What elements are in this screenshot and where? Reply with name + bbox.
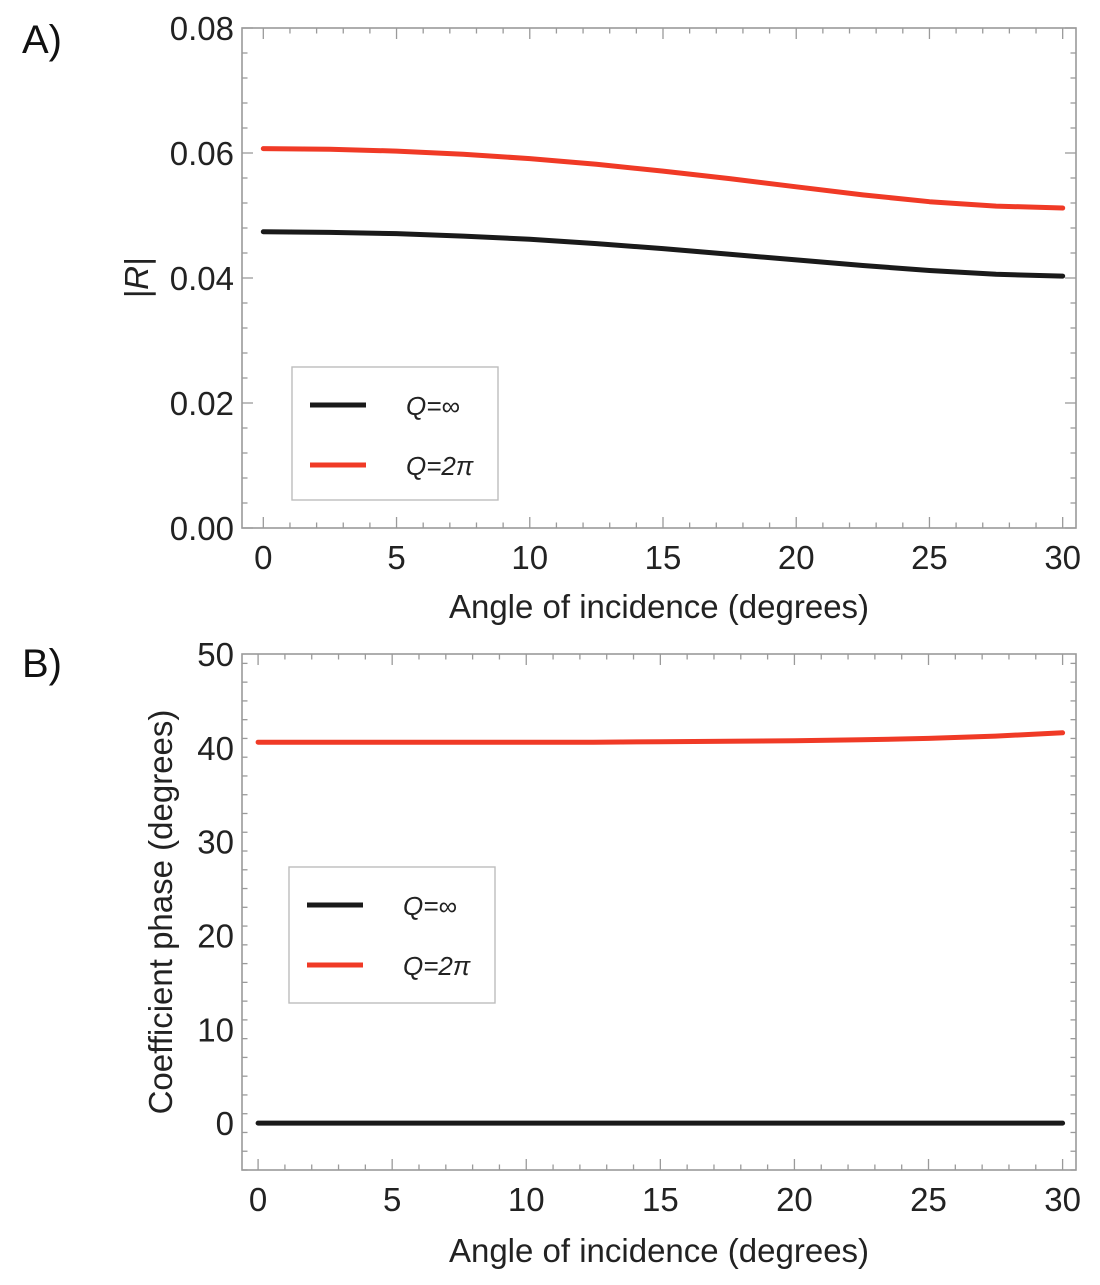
y-tick-label: 40 <box>197 730 234 767</box>
x-tick-label: 10 <box>511 539 548 576</box>
legend-entry-label: Q=2π <box>403 951 471 981</box>
x-axis-label: Angle of incidence (degrees) <box>449 1232 869 1269</box>
x-tick-label: 25 <box>910 1181 947 1218</box>
y-tick-label: 0.04 <box>170 260 234 297</box>
x-tick-label: 20 <box>776 1181 813 1218</box>
legend-box <box>288 866 496 1004</box>
legend: Q=∞ Q=2π <box>288 866 496 1004</box>
y-tick-label: 50 <box>197 636 234 673</box>
legend: Q=∞ Q=2π <box>291 366 499 501</box>
series-line-q-2pi <box>260 146 1066 211</box>
y-tick-label: 0.00 <box>170 510 234 547</box>
legend-entry-label: Q=∞ <box>403 891 457 921</box>
x-tick-label: 0 <box>249 1181 267 1218</box>
x-tick-label: 15 <box>642 1181 679 1218</box>
x-tick-label: 30 <box>1044 1181 1081 1218</box>
x-tick-label: 10 <box>508 1181 545 1218</box>
legend-entry-label: Q=2π <box>406 451 474 481</box>
x-axis-label: Angle of incidence (degrees) <box>449 588 869 625</box>
y-tick-label: 0.02 <box>170 385 234 422</box>
y-tick-label: 10 <box>197 1011 234 1048</box>
series-line-q-infinity <box>260 229 1066 279</box>
series-line-q-2pi <box>255 730 1066 745</box>
x-tick-label: 15 <box>645 539 682 576</box>
chart-panel-a: 0 5 10 15 20 25 30 0.00 0.02 0.04 0.06 0.08 Angle of… <box>118 10 1081 625</box>
x-tick-label: 25 <box>911 539 948 576</box>
y-tick-label: 0.08 <box>170 10 234 47</box>
y-tick-label: 0.06 <box>170 135 234 172</box>
panel-label-b: B) <box>22 642 62 686</box>
x-tick-label: 20 <box>778 539 815 576</box>
plot-frame <box>241 653 1077 1171</box>
x-tick-label: 0 <box>254 539 272 576</box>
y-tick-label: 30 <box>197 824 234 861</box>
y-axis-label: |R| <box>118 258 155 299</box>
x-tick-label: 30 <box>1044 539 1081 576</box>
y-axis-label: Coefficient phase (degrees) <box>142 710 179 1115</box>
chart-panel-b: 0 5 10 15 20 25 30 0 10 20 30 40 50 Angle of incidenc… <box>142 636 1081 1269</box>
panel-label-a: A) <box>22 18 62 62</box>
y-tick-label: 0 <box>216 1105 234 1142</box>
x-tick-label: 5 <box>383 1181 401 1218</box>
x-tick-label: 5 <box>387 539 405 576</box>
legend-box <box>291 366 499 501</box>
legend-entry-label: Q=∞ <box>406 391 460 421</box>
y-tick-label: 20 <box>197 917 234 954</box>
